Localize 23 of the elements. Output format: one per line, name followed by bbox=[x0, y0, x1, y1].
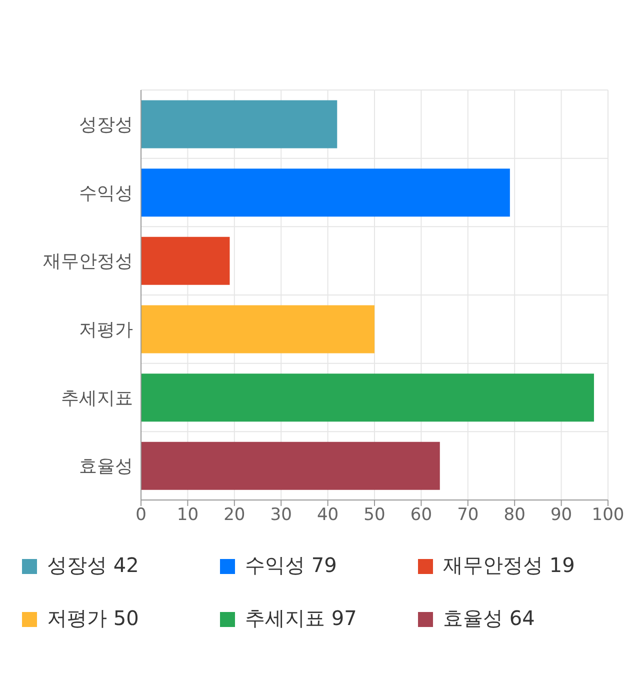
x-tick-label: 80 bbox=[504, 505, 526, 526]
y-tick-label: 성장성 bbox=[79, 114, 133, 136]
legend-label: 추세지표 97 bbox=[245, 606, 357, 630]
legend-label: 성장성 42 bbox=[47, 553, 139, 577]
y-tick-label: 효율성 bbox=[79, 456, 133, 478]
x-tick-label: 100 bbox=[592, 505, 624, 526]
legend-label: 재무안정성 19 bbox=[443, 553, 575, 577]
x-tick-label: 60 bbox=[410, 505, 432, 526]
x-tick-label: 20 bbox=[224, 505, 246, 526]
legend-label: 효율성 64 bbox=[443, 606, 535, 630]
x-tick-label: 50 bbox=[364, 505, 386, 526]
y-tick-label: 수익성 bbox=[79, 182, 133, 204]
legend-label: 저평가 50 bbox=[47, 606, 139, 630]
legend-label: 수익성 79 bbox=[245, 553, 337, 577]
y-tick-label: 추세지표 bbox=[61, 388, 133, 409]
y-tick-label: 저평가 bbox=[79, 320, 133, 341]
x-tick-label: 0 bbox=[136, 505, 146, 526]
x-tick-label: 70 bbox=[457, 505, 479, 526]
x-tick-label: 40 bbox=[316, 505, 339, 526]
y-tick-label: 재무안정성 bbox=[43, 251, 133, 272]
x-tick-label: 10 bbox=[176, 505, 199, 526]
x-tick-label: 90 bbox=[550, 505, 572, 526]
x-tick-label: 30 bbox=[270, 505, 292, 526]
